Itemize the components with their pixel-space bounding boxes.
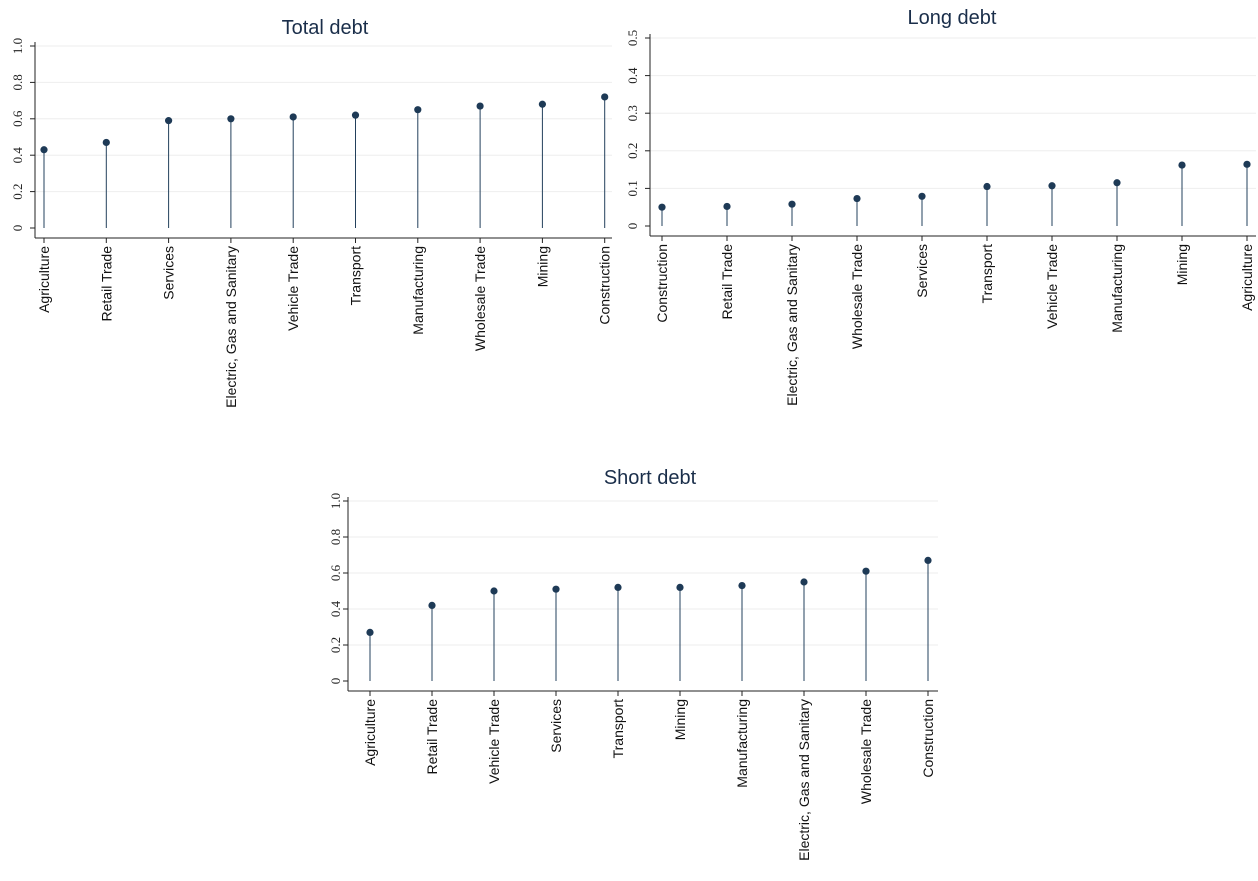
- long-ytick-label: 0.2: [625, 143, 640, 159]
- short-xtick-label: Services: [548, 699, 564, 753]
- long-ytick-label: 0.4: [625, 67, 640, 84]
- short-point: [490, 587, 498, 595]
- short-ytick-label: 0.2: [328, 637, 343, 653]
- long-xtick-label: Services: [914, 244, 930, 298]
- short-xtick-label: Agriculture: [362, 699, 378, 766]
- short-ytick-label: 0: [328, 678, 343, 685]
- total-xtick-label: Mining: [534, 246, 550, 287]
- long-xtick-label: Electric, Gas and Sanitary: [784, 244, 800, 406]
- total-xtick-label: Manufacturing: [410, 246, 426, 335]
- total-xtick-label: Construction: [597, 246, 613, 325]
- short-xtick-label: Electric, Gas and Sanitary: [796, 699, 812, 861]
- long-point: [1113, 179, 1121, 187]
- short-xtick-label: Retail Trade: [424, 699, 440, 775]
- short-xtick-label: Wholesale Trade: [858, 699, 874, 804]
- short-point: [428, 601, 436, 609]
- long-point: [723, 202, 731, 211]
- total-debt-svg: Total debt 0 0.2 0.4 0.6 0.8 1.0 Agriculture Ret…: [10, 17, 613, 408]
- total-point: [538, 100, 547, 108]
- short-point: [738, 582, 746, 590]
- long-xtick-label: Manufacturing: [1109, 244, 1125, 333]
- short-debt-chart: Short debt 0 0.2 0.4 0.6 0.8 1.0 Agriculture Ret…: [320, 455, 960, 881]
- long-ytick-label: 0.3: [625, 105, 640, 121]
- long-xtick-label: Construction: [654, 244, 670, 323]
- total-ytick-label: 0.8: [10, 74, 25, 90]
- total-xtick-label: Transport: [348, 246, 364, 306]
- long-xtick-label: Mining: [1174, 244, 1190, 285]
- total-debt-title: Total debt: [282, 17, 369, 39]
- long-debt-svg: Long debt 0 0.1 0.2 0.3 0.4 0.5 Construction Ret…: [625, 7, 1256, 406]
- total-xtick-label: Retail Trade: [98, 246, 114, 322]
- long-xtick-label: Transport: [979, 244, 995, 304]
- total-xtick-label: Vehicle Trade: [285, 246, 301, 331]
- short-ytick-label: 0.6: [328, 564, 343, 581]
- long-point: [1243, 160, 1251, 168]
- short-ytick-label: 1.0: [328, 493, 343, 509]
- short-xtick-label: Construction: [920, 699, 936, 778]
- total-ytick-label: 0.4: [10, 147, 25, 164]
- total-point: [601, 93, 609, 101]
- short-xtick-label: Mining: [672, 699, 688, 740]
- total-ytick-label: 0.2: [10, 183, 25, 199]
- long-xtick-label: Agriculture: [1239, 244, 1255, 311]
- short-xtick-label: Transport: [610, 699, 626, 759]
- long-xtick-label: Vehicle Trade: [1044, 244, 1060, 329]
- total-point: [289, 113, 297, 121]
- total-xtick-label: Agriculture: [36, 246, 52, 313]
- total-point: [227, 115, 235, 123]
- long-point: [1048, 182, 1056, 190]
- long-point: [853, 194, 861, 203]
- short-point: [862, 567, 870, 575]
- total-point: [40, 146, 48, 154]
- short-ytick-label: 0.4: [328, 600, 343, 617]
- short-ytick-label: 0.8: [328, 529, 343, 545]
- short-point: [614, 583, 622, 591]
- total-ytick-label: 0.6: [10, 110, 25, 127]
- long-point: [1178, 161, 1186, 169]
- long-debt-title: Long debt: [908, 7, 997, 29]
- short-xtick-label: Manufacturing: [734, 699, 750, 788]
- long-point: [983, 182, 991, 191]
- long-point: [658, 203, 666, 211]
- short-point: [800, 578, 808, 586]
- total-point: [414, 106, 422, 114]
- short-point: [924, 556, 932, 564]
- total-xtick-label: Electric, Gas and Sanitary: [223, 246, 239, 408]
- long-ytick-label: 0.1: [625, 180, 640, 196]
- total-point: [165, 117, 173, 125]
- long-debt-chart: Long debt 0 0.1 0.2 0.3 0.4 0.5 Construction Ret…: [620, 0, 1258, 440]
- total-ytick-label: 0: [10, 225, 25, 232]
- total-point: [476, 102, 484, 110]
- long-ytick-label: 0.5: [625, 30, 640, 46]
- total-point: [351, 111, 360, 119]
- long-point: [788, 200, 796, 208]
- total-point: [102, 138, 110, 147]
- long-ytick-label: 0: [625, 223, 640, 230]
- short-point: [366, 628, 374, 636]
- long-point: [918, 192, 926, 200]
- short-point: [676, 583, 684, 591]
- short-debt-title: Short debt: [604, 467, 697, 489]
- long-xtick-label: Retail Trade: [719, 244, 735, 320]
- short-xtick-label: Vehicle Trade: [486, 699, 502, 784]
- short-point: [552, 585, 560, 593]
- long-xtick-label: Wholesale Trade: [849, 244, 865, 349]
- total-xtick-label: Wholesale Trade: [472, 246, 488, 351]
- total-xtick-label: Services: [161, 246, 177, 300]
- total-debt-chart: Total debt 0 0.2 0.4 0.6 0.8 1.0 Agriculture Ret…: [0, 0, 630, 440]
- total-ytick-label: 1.0: [10, 38, 25, 54]
- short-debt-svg: Short debt 0 0.2 0.4 0.6 0.8 1.0 Agriculture Ret…: [328, 467, 938, 861]
